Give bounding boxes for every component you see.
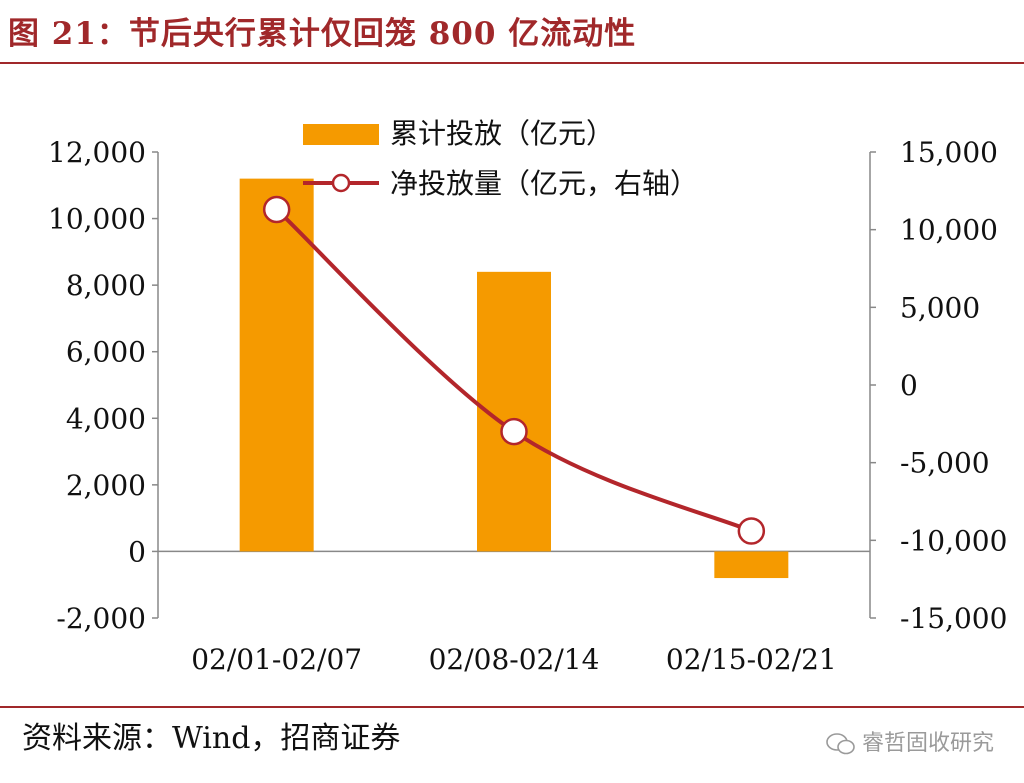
x-tick-label: 02/08-02/14 xyxy=(429,643,600,676)
left-tick-label: 2,000 xyxy=(66,469,146,502)
bar xyxy=(239,178,314,552)
legend-bar-swatch xyxy=(303,124,379,145)
x-tick-label: 02/01-02/07 xyxy=(191,643,362,676)
right-tick-label: 0 xyxy=(900,369,918,402)
right-tick-label: -15,000 xyxy=(900,602,1007,635)
bar-series xyxy=(239,178,789,579)
left-tick-label: 6,000 xyxy=(66,336,146,369)
watermark: 睿哲固收研究 xyxy=(826,725,994,757)
left-tick-label: -2,000 xyxy=(56,602,146,635)
line-point xyxy=(737,517,766,545)
legend-line-label: 净投放量（亿元，右轴） xyxy=(390,167,698,200)
combo-chart: 12,000 10,000 8,000 6,000 4,000 2,000 0 -2,000 1… xyxy=(48,117,1007,676)
left-tick-label: 4,000 xyxy=(66,402,146,435)
title-divider xyxy=(0,62,1024,64)
left-tick-label: 12,000 xyxy=(48,136,146,169)
right-tick-label: -10,000 xyxy=(900,524,1007,557)
x-tick-label: 02/15-02/21 xyxy=(666,643,837,676)
right-tick-label: -5,000 xyxy=(900,447,990,480)
line-series xyxy=(262,195,766,545)
chart-legend: 累计投放（亿元） 净投放量（亿元，右轴） xyxy=(303,117,698,200)
right-tick-label: 10,000 xyxy=(900,214,998,247)
right-tick-label: 5,000 xyxy=(900,291,980,324)
line-point xyxy=(500,417,528,446)
wechat-icon xyxy=(826,733,855,755)
chart-axes: 12,000 10,000 8,000 6,000 4,000 2,000 0 -2,000 1… xyxy=(48,136,1007,676)
watermark-text: 睿哲固收研究 xyxy=(861,731,994,756)
left-tick-label: 8,000 xyxy=(66,269,146,302)
right-tick-label: 15,000 xyxy=(900,136,998,169)
legend-line-marker xyxy=(331,173,351,193)
left-tick-label: 10,000 xyxy=(48,203,146,236)
bar xyxy=(714,551,789,579)
line-point xyxy=(262,195,291,224)
legend-bar-label: 累计投放（亿元） xyxy=(390,117,614,150)
chart-title: 图 21：节后央行累计仅回笼 800 亿流动性 xyxy=(8,16,637,52)
footer-divider xyxy=(0,706,1024,708)
source-note: 资料来源：Wind，招商证券 xyxy=(22,721,401,756)
left-tick-label: 0 xyxy=(128,535,146,568)
